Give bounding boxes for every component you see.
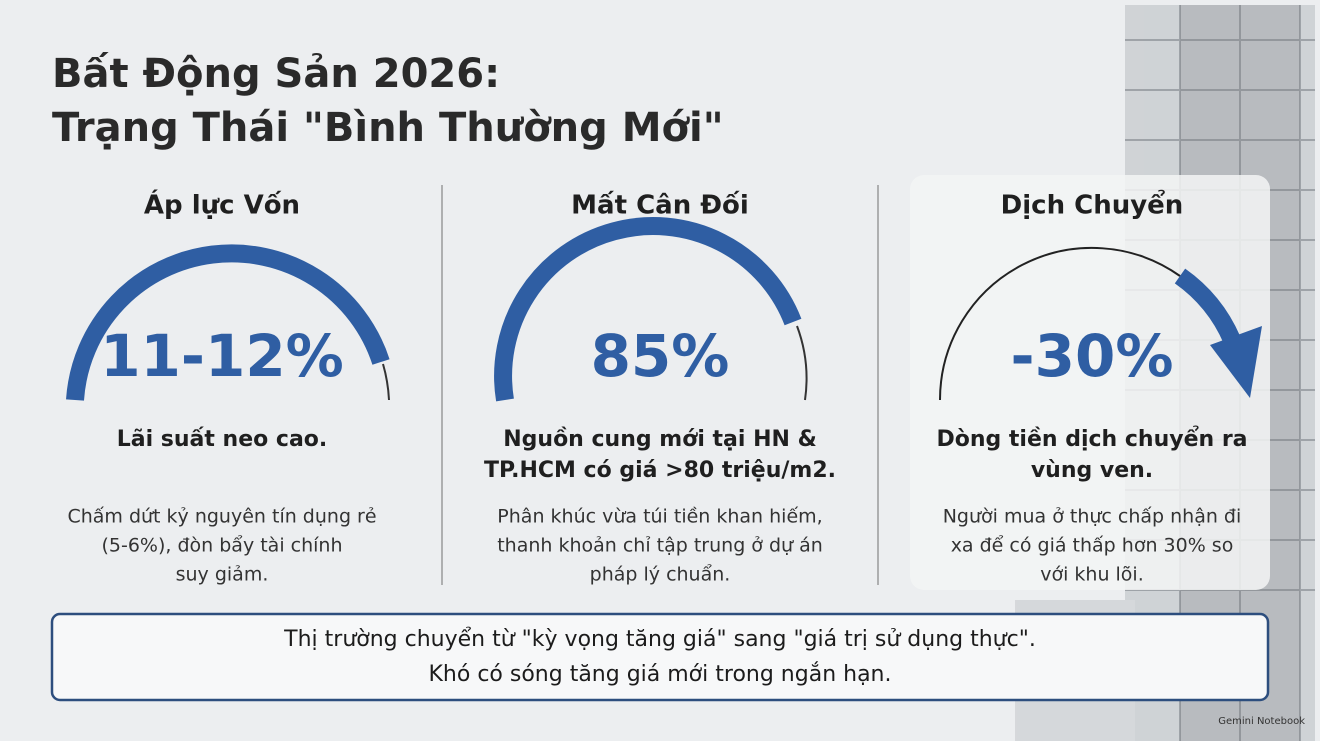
title-line: Bất Động Sản 2026: xyxy=(52,51,500,97)
arrow-head xyxy=(1210,326,1262,398)
column-subtitle: Lãi suất neo cao. xyxy=(117,427,328,452)
gauge-arrow xyxy=(1174,268,1241,344)
gauge-track xyxy=(939,246,1181,401)
column-heading: Áp lực Vốn xyxy=(144,189,300,221)
column-heading: Mất Cân Đối xyxy=(571,190,749,221)
column-description: pháp lý chuẩn. xyxy=(590,564,731,586)
banner-line: Khó có sóng tăng giá mới trong ngắn hạn. xyxy=(429,662,892,687)
column-heading: Dịch Chuyển xyxy=(1001,188,1184,221)
watermark: Gemini Notebook xyxy=(1218,716,1305,727)
gauge-fill xyxy=(494,217,802,402)
column-description: Phân khúc vừa túi tiền khan hiếm, xyxy=(497,506,822,528)
column-subtitle: vùng ven. xyxy=(1031,458,1153,483)
gauge-track xyxy=(382,363,390,401)
column-description: Người mua ở thực chấp nhận đi xyxy=(943,506,1242,528)
gauge-fill xyxy=(66,244,390,401)
big-value: -30% xyxy=(1011,322,1174,390)
big-value: 11-12% xyxy=(100,322,344,390)
column-description: (5-6%), đòn bẩy tài chính xyxy=(101,535,342,557)
column-subtitle: Nguồn cung mới tại HN & xyxy=(503,427,817,452)
column-description: thanh khoản chỉ tập trung ở dự án xyxy=(497,535,823,557)
big-value: 85% xyxy=(591,322,730,390)
column-description: với khu lõi. xyxy=(1040,564,1144,586)
banner-line: Thị trường chuyển từ "kỳ vọng tăng giá" … xyxy=(283,627,1036,652)
columns: Áp lực Vốn 11-12% Lãi suất neo cao. Chấm dứ… xyxy=(67,188,1247,586)
column-description: suy giảm. xyxy=(176,564,269,586)
column-description: xa để có giá thấp hơn 30% so xyxy=(951,535,1234,557)
column-description: Chấm dứt kỷ nguyên tín dụng rẻ xyxy=(67,506,376,528)
title-line: Trạng Thái "Bình Thường Mới" xyxy=(52,105,724,151)
column-subtitle: TP.HCM có giá >80 triệu/m2. xyxy=(484,458,836,483)
gauge-track xyxy=(796,325,808,401)
banner xyxy=(50,612,1270,702)
column-subtitle: Dòng tiền dịch chuyển ra xyxy=(936,426,1247,452)
